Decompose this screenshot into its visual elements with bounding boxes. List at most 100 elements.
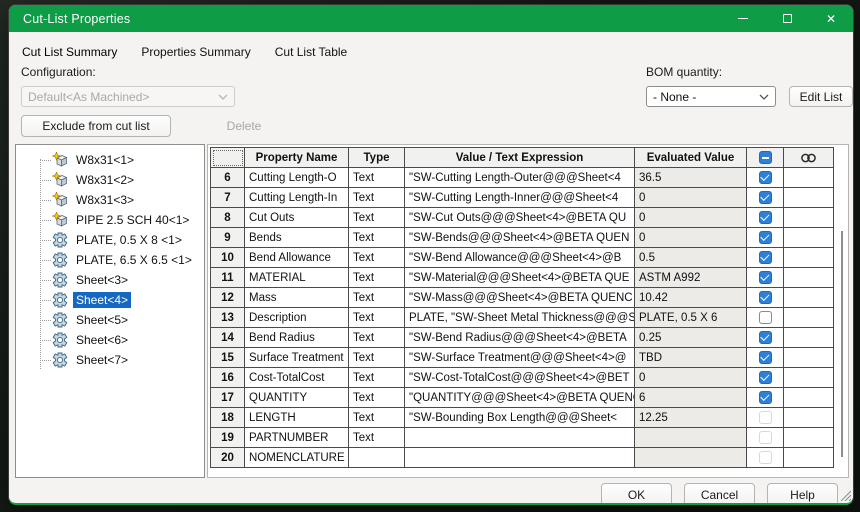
cell-include-checkbox[interactable] [747,408,784,428]
include-checkbox[interactable] [758,391,772,404]
cell-type[interactable]: Text [349,208,405,228]
cell-include-checkbox[interactable] [747,448,784,468]
cell-link[interactable] [784,208,834,228]
cell-value-expression[interactable]: "QUANTITY@@@Sheet<4>@BETA QUENC [405,388,635,408]
cell-include-checkbox[interactable] [747,428,784,448]
cell-link[interactable] [784,428,834,448]
cell-value-expression[interactable]: "SW-Cutting Length-Outer@@@Sheet<4 [405,168,635,188]
cell-link[interactable] [784,328,834,348]
tree-item-pipe-2-5-sch-40-1-[interactable]: PIPE 2.5 SCH 40<1> [16,210,204,230]
cell-type[interactable] [349,448,405,468]
tree-item-w8x31-3-[interactable]: W8x31<3> [16,190,204,210]
row-number-cell[interactable]: 11 [211,268,245,288]
cell-value-expression[interactable]: "SW-Cutting Length-Inner@@@Sheet<4 [405,188,635,208]
include-checkbox[interactable] [758,251,772,264]
cell-property-name[interactable]: PARTNUMBER [245,428,349,448]
row-number-cell[interactable]: 15 [211,348,245,368]
cell-include-checkbox[interactable] [747,368,784,388]
cell-link[interactable] [784,388,834,408]
select-all-corner-cell[interactable] [211,148,245,168]
include-checkbox[interactable] [758,411,772,424]
cell-include-checkbox[interactable] [747,188,784,208]
cell-type[interactable]: Text [349,268,405,288]
cell-property-name[interactable]: QUANTITY [245,388,349,408]
exclude-from-cut-list-button[interactable]: Exclude from cut list [21,115,171,137]
tab-cut-list-summary[interactable]: Cut List Summary [22,45,118,59]
cell-property-name[interactable]: Bend Radius [245,328,349,348]
header-evaluated-value[interactable]: Evaluated Value [635,148,747,168]
header-property-name[interactable]: Property Name [245,148,349,168]
resize-grip-icon[interactable] [838,488,851,501]
cell-include-checkbox[interactable] [747,168,784,188]
include-checkbox[interactable] [758,311,772,324]
row-number-cell[interactable]: 17 [211,388,245,408]
header-link-column[interactable] [784,148,834,168]
cell-type[interactable]: Text [349,288,405,308]
row-number-cell[interactable]: 12 [211,288,245,308]
cell-property-name[interactable]: Bends [245,228,349,248]
include-checkbox[interactable] [758,231,772,244]
tree-item-w8x31-1-[interactable]: W8x31<1> [16,150,204,170]
cancel-button[interactable]: Cancel [684,483,755,503]
cell-include-checkbox[interactable] [747,388,784,408]
cell-link[interactable] [784,248,834,268]
cell-value-expression[interactable] [405,448,635,468]
tree-item-sheet-4-[interactable]: Sheet<4> [16,290,204,310]
tree-item-w8x31-2-[interactable]: W8x31<2> [16,170,204,190]
cell-link[interactable] [784,168,834,188]
cell-value-expression[interactable]: "SW-Bend Allowance@@@Sheet<4>@B [405,248,635,268]
row-number-cell[interactable]: 10 [211,248,245,268]
cell-value-expression[interactable]: "SW-Material@@@Sheet<4>@BETA QUE [405,268,635,288]
cell-value-expression[interactable]: "SW-Surface Treatment@@@Sheet<4>@ [405,348,635,368]
cell-value-expression[interactable] [405,428,635,448]
include-checkbox[interactable] [758,431,772,444]
row-number-cell[interactable]: 8 [211,208,245,228]
cell-property-name[interactable]: Bend Allowance [245,248,349,268]
cell-type[interactable]: Text [349,328,405,348]
help-button[interactable]: Help [767,483,838,503]
row-number-cell[interactable]: 7 [211,188,245,208]
cell-link[interactable] [784,228,834,248]
cell-value-expression[interactable]: "SW-Mass@@@Sheet<4>@BETA QUENC [405,288,635,308]
include-checkbox[interactable] [758,291,772,304]
header-checkbox-column[interactable] [747,148,784,168]
cell-property-name[interactable]: Surface Treatment [245,348,349,368]
cell-include-checkbox[interactable] [747,248,784,268]
cell-type[interactable]: Text [349,368,405,388]
cell-link[interactable] [784,408,834,428]
cell-type[interactable]: Text [349,348,405,368]
maximize-button[interactable] [765,5,809,32]
row-number-cell[interactable]: 18 [211,408,245,428]
cell-include-checkbox[interactable] [747,328,784,348]
row-number-cell[interactable]: 6 [211,168,245,188]
cell-link[interactable] [784,448,834,468]
include-checkbox[interactable] [758,171,772,184]
cell-link[interactable] [784,188,834,208]
cell-type[interactable]: Text [349,248,405,268]
cell-property-name[interactable]: Description [245,308,349,328]
tree-item-sheet-3-[interactable]: Sheet<3> [16,270,204,290]
tab-properties-summary[interactable]: Properties Summary [141,45,251,59]
cell-link[interactable] [784,288,834,308]
header-type[interactable]: Type [349,148,405,168]
row-number-cell[interactable]: 13 [211,308,245,328]
cell-link[interactable] [784,368,834,388]
minimize-button[interactable] [721,5,765,32]
cell-include-checkbox[interactable] [747,228,784,248]
row-number-cell[interactable]: 9 [211,228,245,248]
include-checkbox[interactable] [758,331,772,344]
cell-type[interactable]: Text [349,308,405,328]
cell-type[interactable]: Text [349,408,405,428]
row-number-cell[interactable]: 14 [211,328,245,348]
include-checkbox[interactable] [758,351,772,364]
cell-type[interactable]: Text [349,168,405,188]
cell-type[interactable]: Text [349,188,405,208]
cell-value-expression[interactable]: "SW-Bends@@@Sheet<4>@BETA QUEN [405,228,635,248]
row-number-cell[interactable]: 19 [211,428,245,448]
tree-item-sheet-7-[interactable]: Sheet<7> [16,350,204,370]
cell-value-expression[interactable]: "SW-Cost-TotalCost@@@Sheet<4>@BET [405,368,635,388]
include-checkbox[interactable] [758,451,772,464]
cell-value-expression[interactable]: "SW-Bounding Box Length@@@Sheet< [405,408,635,428]
tree-item-plate-0-5-x-8-1-[interactable]: PLATE, 0.5 X 8 <1> [16,230,204,250]
cell-include-checkbox[interactable] [747,308,784,328]
